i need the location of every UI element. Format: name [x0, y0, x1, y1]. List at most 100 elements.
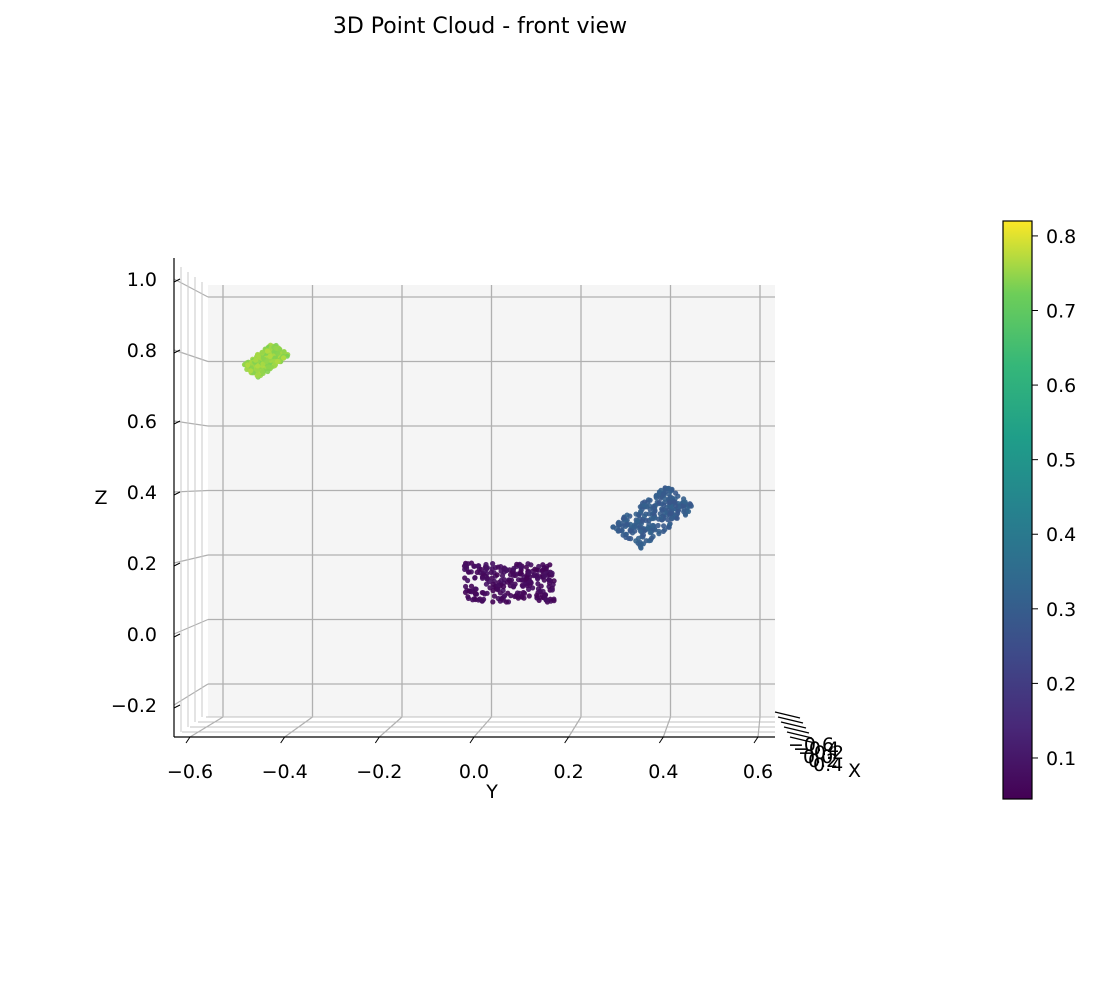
point: [463, 583, 469, 590]
point: [666, 524, 672, 530]
z-tick-mark: [173, 349, 181, 354]
point: [627, 521, 634, 527]
point: [660, 491, 666, 498]
colorbar-tick-label: 0.8: [1046, 226, 1076, 248]
point: [465, 577, 471, 584]
point: [620, 523, 626, 529]
point: [266, 364, 272, 370]
point-cluster: [241, 342, 291, 380]
point: [526, 593, 532, 599]
point: [667, 494, 673, 500]
point: [549, 587, 555, 593]
point: [511, 583, 517, 589]
z-tick-mark: [173, 278, 181, 283]
x-tick-mark: [777, 716, 804, 724]
point: [475, 597, 482, 603]
point: [267, 353, 273, 359]
point: [617, 528, 623, 534]
grid-line-side: [173, 618, 209, 635]
colorbar-tick-label: 0.5: [1046, 450, 1076, 472]
x-tick-mark: [780, 721, 807, 729]
point: [481, 596, 487, 603]
point: [673, 503, 679, 509]
point: [624, 512, 630, 518]
point: [463, 562, 469, 568]
point: [634, 518, 641, 524]
point: [530, 585, 536, 591]
point: [659, 507, 665, 513]
point: [517, 571, 523, 577]
floor-grid-line: [284, 716, 313, 738]
point: [518, 577, 524, 583]
floor-grid-line: [189, 716, 224, 738]
point: [646, 503, 653, 509]
point: [524, 583, 530, 589]
grid-line-side: [173, 349, 209, 363]
point: [635, 535, 642, 541]
point: [525, 561, 531, 567]
point: [495, 587, 501, 593]
point: [484, 590, 490, 596]
point: [668, 515, 675, 521]
point: [479, 575, 486, 581]
point: [281, 349, 287, 355]
point: [265, 368, 271, 375]
point: [658, 495, 664, 501]
point: [513, 593, 519, 599]
colorbar-tick-label: 0.3: [1046, 599, 1076, 621]
grid-line-side: [173, 489, 209, 493]
point: [547, 562, 553, 568]
point: [520, 589, 527, 596]
z-tick-label: 0.0: [127, 624, 157, 646]
z-tick-mark: [173, 633, 181, 638]
point: [273, 345, 279, 351]
point: [479, 590, 485, 596]
z-tick-label: 0.6: [127, 411, 157, 433]
point: [260, 369, 266, 375]
colorbar-tick-label: 0.4: [1046, 524, 1076, 546]
point: [248, 368, 254, 374]
point: [641, 502, 648, 508]
point: [623, 534, 629, 541]
point: [669, 503, 675, 510]
point: [671, 499, 677, 505]
z-tick-label: 0.4: [127, 482, 157, 504]
z-axis-ticks: −0.2 0.0 0.2 0.4 0.6 0.8 1.0: [111, 269, 181, 717]
z-tick-mark: [173, 704, 181, 709]
point: [490, 561, 496, 567]
point: [245, 362, 251, 368]
point: [531, 573, 537, 579]
point: [488, 569, 494, 576]
point: [524, 575, 530, 581]
point: [264, 348, 271, 354]
point: [638, 508, 644, 515]
floor-grid-line: [568, 716, 582, 738]
point: [486, 579, 492, 585]
x-tick-label: −0.4: [793, 738, 839, 760]
point: [260, 361, 266, 367]
point: [539, 567, 546, 573]
axes-frame: [173, 258, 775, 738]
point: [648, 535, 655, 542]
point: [470, 597, 476, 603]
floor-grid-line: [378, 716, 403, 738]
x-tick-mark: [783, 726, 810, 734]
grid-lines: [173, 278, 775, 717]
point-cluster: [610, 485, 694, 551]
colorbar-tick-label: 0.6: [1046, 375, 1076, 397]
point: [520, 583, 526, 589]
point: [471, 563, 477, 569]
point: [688, 502, 694, 508]
point: [259, 349, 265, 355]
point: [682, 512, 689, 518]
floor-grid-line: [662, 716, 672, 738]
z-tick-label: 1.0: [127, 269, 157, 291]
y-tick-mark: [280, 736, 286, 744]
x-tick-label: 0.0: [803, 746, 833, 768]
point: [483, 561, 489, 568]
point: [651, 503, 657, 510]
point: [472, 575, 478, 581]
point: [255, 373, 261, 379]
floor-grid-line: [757, 716, 761, 738]
point: [494, 572, 500, 578]
